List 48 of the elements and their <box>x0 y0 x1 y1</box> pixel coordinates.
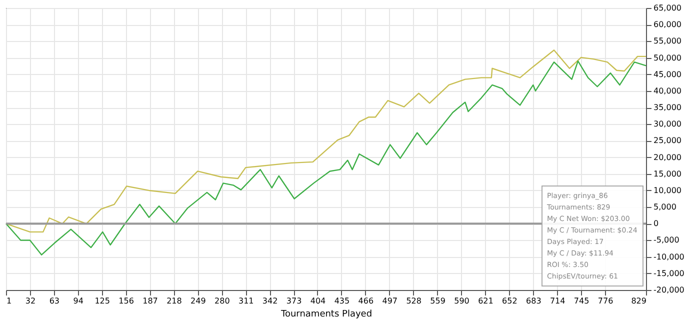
x-tick-label: 218 <box>166 296 182 306</box>
x-tick-label: 745 <box>574 296 590 306</box>
y-tick-label: 10,000 <box>654 186 682 195</box>
y-tick-label: 0 <box>654 219 659 228</box>
x-tick-label: 652 <box>502 296 518 306</box>
x-tick-label: 280 <box>214 296 230 306</box>
x-axis-title: Tournaments Played <box>280 310 372 320</box>
x-tick-label: 559 <box>430 296 446 306</box>
x-tick-label: 1 <box>6 296 12 306</box>
x-tick-label: 590 <box>454 296 470 306</box>
x-tick-label: 621 <box>478 296 494 306</box>
x-tick-label: 342 <box>262 296 278 306</box>
y-tick-label: 5,000 <box>654 202 676 212</box>
y-tick-label: 45,000 <box>654 70 682 79</box>
y-tick-label: 50,000 <box>654 53 682 62</box>
y-tick-label: 55,000 <box>654 36 682 46</box>
x-tick-label: 63 <box>49 296 60 306</box>
y-tick-label: -10,000 <box>654 252 684 262</box>
x-tick-label: 373 <box>286 296 302 306</box>
x-tick-label: 156 <box>118 296 134 306</box>
y-tick-label: 20,000 <box>654 152 682 162</box>
line-series <box>5 60 647 256</box>
x-tick-label: 466 <box>358 296 374 306</box>
x-tick-label: 125 <box>94 296 110 306</box>
y-tick-label: -20,000 <box>654 286 684 294</box>
line-series <box>5 50 647 233</box>
y-tick-label: 65,000 <box>654 4 682 12</box>
x-tick-label: 32 <box>25 296 36 306</box>
x-tick-label: 528 <box>406 296 422 306</box>
x-tick-label: 249 <box>190 296 206 306</box>
x-tick-label: 187 <box>142 296 158 306</box>
x-tick-label: 829 <box>631 296 646 306</box>
y-tick-label: 15,000 <box>654 169 682 178</box>
x-tick-label: 497 <box>382 296 398 306</box>
x-tick-label: 435 <box>334 296 350 306</box>
y-tick-label: -5,000 <box>654 236 680 245</box>
x-tick-label: 94 <box>73 296 84 306</box>
x-tick-label: 714 <box>550 296 566 306</box>
y-tick-label: 25,000 <box>654 136 682 146</box>
x-tick-label: 311 <box>238 296 254 306</box>
y-tick-label: 35,000 <box>654 103 682 112</box>
y-tick-label: -15,000 <box>654 268 684 278</box>
x-tick-label: 404 <box>310 296 326 306</box>
y-tick-label: 30,000 <box>654 120 682 129</box>
y-tick-label: 60,000 <box>654 20 682 30</box>
x-tick-label: 776 <box>598 296 614 306</box>
y-tick-label: 40,000 <box>654 86 682 96</box>
x-tick-label: 683 <box>526 296 542 306</box>
